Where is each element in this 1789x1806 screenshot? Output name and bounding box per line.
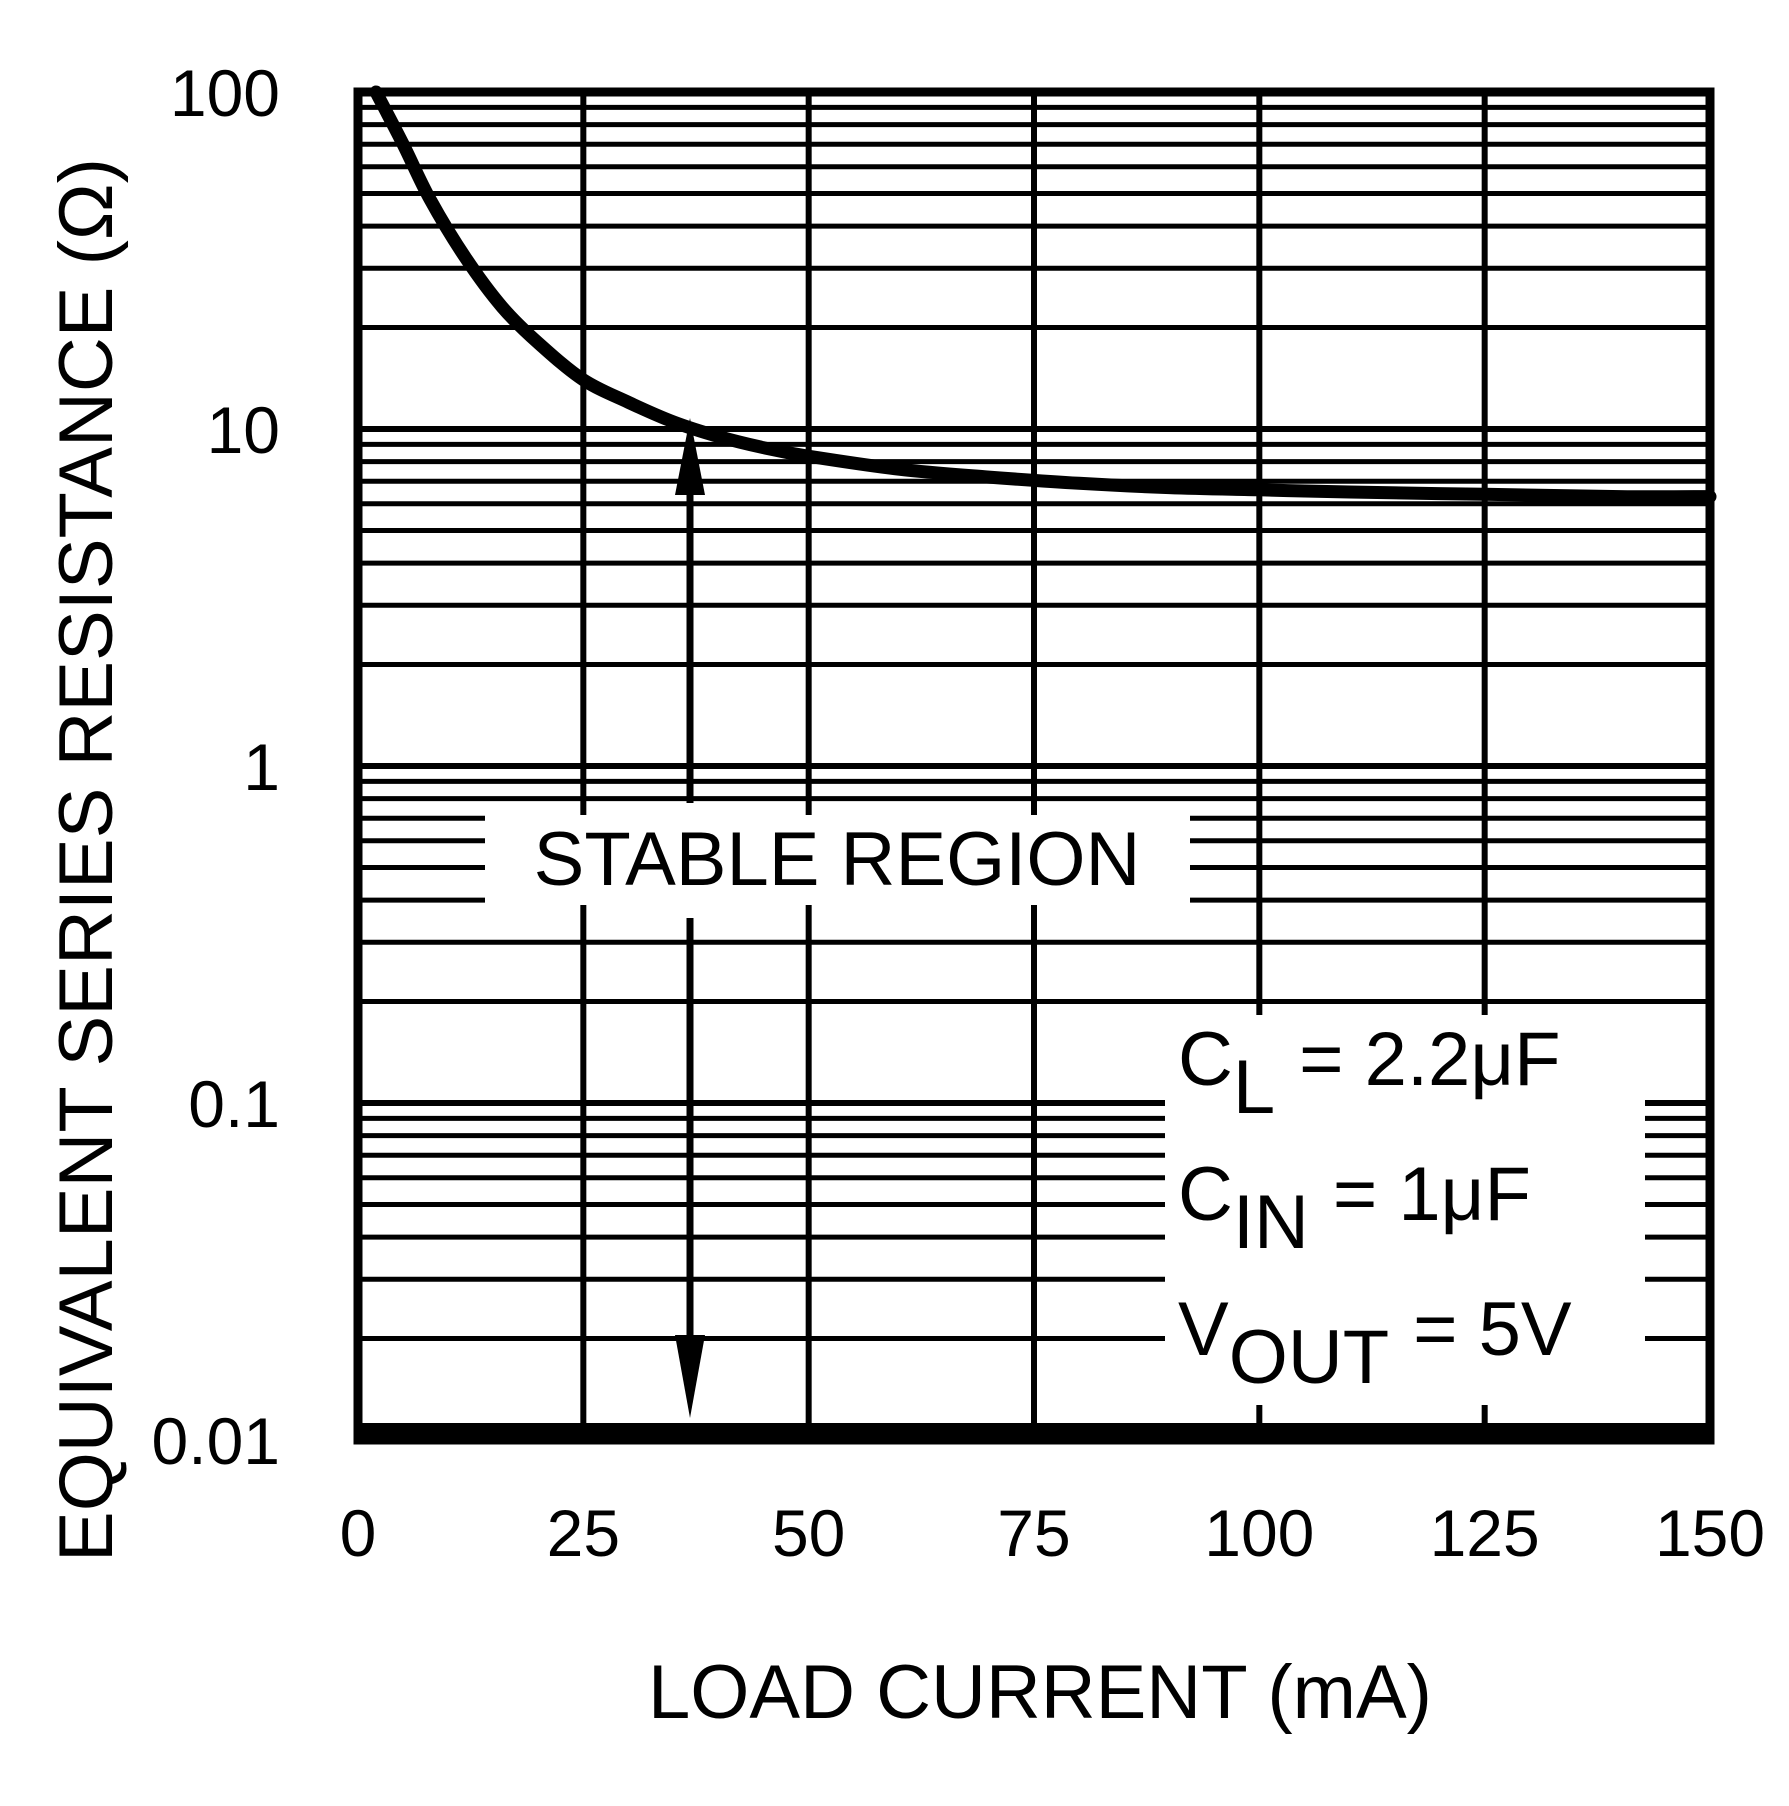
condition-vout-main: V [1178, 1287, 1229, 1372]
y-axis-title: EQUIVALENT SERIES RESISTANCE (Ω) [44, 158, 129, 1562]
y-tick-label: 1 [243, 730, 280, 804]
series-point [1618, 495, 1621, 498]
x-tick-label: 50 [772, 1496, 845, 1570]
condition-vout: VOUT = 5V [1178, 1287, 1572, 1400]
series-point [897, 468, 900, 471]
condition-cl-sub: L [1233, 1045, 1275, 1130]
stable-region-annotation: STABLE REGION [485, 418, 1190, 1418]
region-label-background [485, 815, 1190, 905]
series-point [1483, 493, 1486, 496]
y-tick-label: 10 [207, 393, 280, 467]
arrow-up-head [675, 418, 705, 495]
series-point [402, 143, 405, 146]
x-tick-label: 75 [997, 1496, 1070, 1570]
condition-cin-main: C [1178, 1152, 1233, 1237]
arrow-down-head [675, 1335, 705, 1418]
x-tick-label: 100 [1204, 1496, 1314, 1570]
series-point [1168, 486, 1171, 489]
x-tick-label: 125 [1430, 1496, 1540, 1570]
conditions-annotation: CL = 2.2μF CIN = 1μF VOUT = 5V [1165, 1015, 1645, 1405]
series-point [672, 420, 675, 423]
series-point [537, 341, 540, 344]
x-tick-label: 150 [1655, 1496, 1765, 1570]
condition-vout-sub: OUT [1229, 1315, 1389, 1400]
series-point [501, 306, 504, 309]
series-point [1258, 488, 1261, 491]
series-point [1078, 482, 1081, 485]
series-line-0 [369, 85, 1717, 504]
y-tick-label: 100 [170, 56, 280, 130]
series-point [627, 401, 630, 404]
series-point [762, 446, 765, 449]
plot-frame [353, 87, 1715, 1445]
conditions-background [1165, 1015, 1645, 1405]
series-point [807, 455, 810, 458]
y-tick-label: 0.01 [152, 1404, 280, 1478]
series-point [582, 378, 585, 381]
condition-cl-value: = 2.2μF [1299, 1017, 1560, 1102]
series-point [987, 476, 990, 479]
y-tick-label: 0.1 [188, 1067, 280, 1141]
condition-cin-sub: IN [1233, 1180, 1309, 1265]
series-point [465, 257, 468, 260]
series-point [717, 435, 720, 438]
condition-vout-value: = 5V [1413, 1287, 1572, 1372]
condition-cl-main: C [1178, 1017, 1233, 1102]
series-point [1348, 491, 1351, 494]
condition-cl: CL = 2.2μF [1178, 1017, 1561, 1130]
esr-curve-series [369, 85, 1717, 504]
x-tick-label: 0 [340, 1496, 377, 1570]
y-tick-labels: 0.01 0.1 1 10 100 [152, 56, 280, 1478]
condition-cin-value: = 1μF [1333, 1152, 1531, 1237]
x-axis-title: LOAD CURRENT (mA) [648, 1650, 1432, 1735]
x-tick-label: 25 [547, 1496, 620, 1570]
series-point [429, 198, 432, 201]
x-tick-labels: 0 25 50 75 100 125 150 [340, 1496, 1765, 1570]
condition-cin: CIN = 1μF [1178, 1152, 1531, 1265]
region-label: STABLE REGION [534, 817, 1141, 902]
